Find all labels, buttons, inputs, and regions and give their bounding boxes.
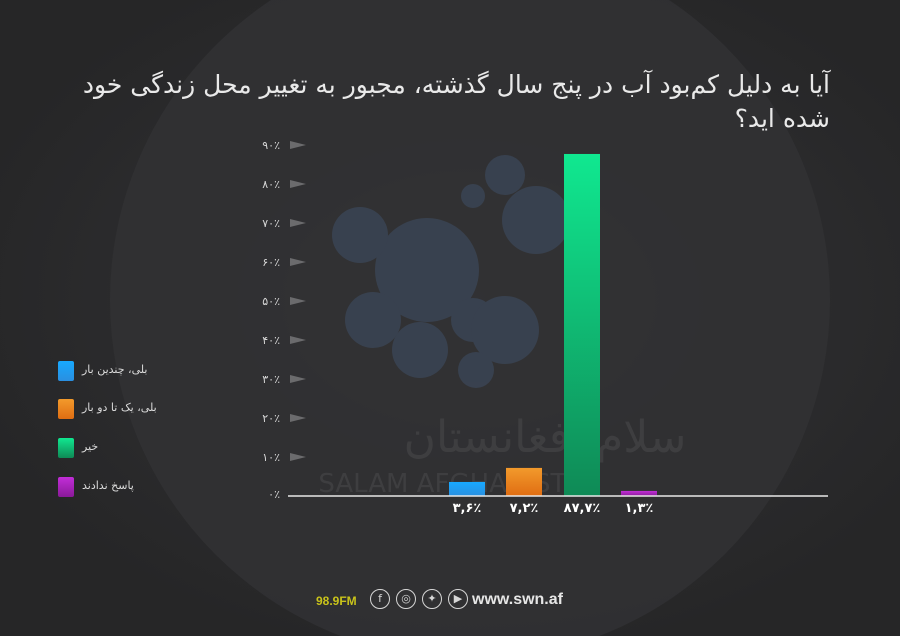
y-axis-ticks: ۰٪ ۱۰٪ ۲۰٪ ۳۰٪ ۴۰٪ ۵۰٪ ۶۰٪ ۷۰٪ ۸۰٪ ۹۰٪ — [262, 139, 306, 501]
legend-swatch — [58, 477, 74, 497]
instagram-icon[interactable]: ◎ — [396, 589, 416, 609]
legend-item: پاسخ ندادند — [58, 476, 178, 498]
y-tick-label: ۲۰٪ — [262, 412, 280, 425]
y-tick-label: ۵۰٪ — [262, 295, 280, 308]
website-link[interactable]: www.swn.af — [472, 591, 563, 608]
y-tick-marker — [290, 258, 306, 266]
legend-swatch — [58, 438, 74, 458]
y-tick-label: ۱۰٪ — [262, 451, 280, 464]
bar — [621, 490, 657, 496]
y-tick-label: ۴۰٪ — [262, 334, 280, 347]
bar-value-label: ۷,۲٪ — [510, 501, 539, 516]
y-tick-label: ۰٪ — [268, 488, 280, 501]
bar — [449, 481, 485, 496]
watermark-fa: سلام افغانستان — [404, 412, 687, 463]
y-tick-marker — [290, 375, 306, 383]
y-tick-marker — [290, 414, 306, 422]
y-tick-label: ۹۰٪ — [262, 139, 280, 152]
bar-value-label: ۳,۶٪ — [453, 501, 482, 516]
chart-title: آیا به دلیل کم‌بود آب در پنج سال گذشته، … — [82, 70, 830, 133]
y-tick-label: ۳۰٪ — [262, 373, 280, 386]
bars — [449, 153, 657, 496]
legend-label: بلی، چندین بار — [82, 363, 148, 376]
y-tick-marker — [290, 219, 306, 227]
footer: 98.9FM f ◎ ✦ ▶ www.swn.af — [310, 588, 610, 614]
bar-value-label: ۸۷,۷٪ — [564, 501, 601, 516]
youtube-icon[interactable]: ▶ — [448, 589, 468, 609]
y-tick-marker — [290, 453, 306, 461]
decorative-bubbles — [332, 155, 570, 388]
legend-item: خیر — [58, 437, 178, 459]
facebook-icon[interactable]: f — [370, 589, 390, 609]
legend-label: پاسخ ندادند — [82, 479, 134, 492]
legend-label: بلی، یک تا دو بار — [82, 401, 157, 414]
legend-item: بلی، یک تا دو بار — [58, 398, 178, 420]
twitter-icon[interactable]: ✦ — [422, 589, 442, 609]
value-labels: ۳,۶٪ ۷,۲٪ ۸۷,۷٪ ۱,۳٪ — [453, 501, 654, 516]
legend-item: بلی، چندین بار — [58, 360, 178, 382]
legend-swatch — [58, 361, 74, 381]
bar-value-label: ۱,۳٪ — [625, 501, 654, 516]
bar — [564, 153, 600, 496]
y-tick-marker — [290, 336, 306, 344]
legend-label: خیر — [82, 440, 99, 453]
legend-swatch — [58, 399, 74, 419]
y-tick-marker — [290, 141, 306, 149]
y-tick-label: ۸۰٪ — [262, 178, 280, 191]
y-tick-marker — [290, 297, 306, 305]
bar — [506, 467, 542, 496]
radio-frequency: 98.9FM — [316, 594, 357, 608]
y-tick-marker — [290, 180, 306, 188]
y-tick-label: ۶۰٪ — [262, 256, 280, 269]
y-tick-label: ۷۰٪ — [262, 217, 280, 230]
